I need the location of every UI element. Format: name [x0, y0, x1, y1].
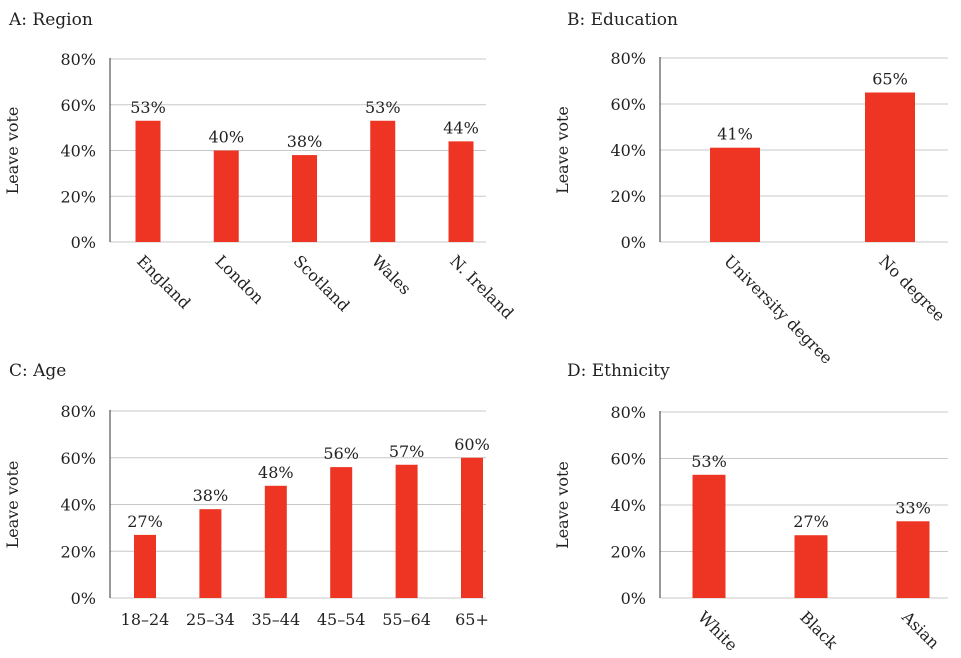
- bar-value-label: 41%: [717, 125, 753, 144]
- x-category-label: White: [694, 607, 741, 654]
- x-category-label: No degree: [875, 251, 949, 325]
- x-category-label: University degree: [720, 251, 836, 367]
- panel-title: A: Region: [8, 10, 93, 30]
- y-axis-title: Leave vote: [553, 461, 572, 549]
- y-tick-label: 20%: [60, 542, 96, 561]
- bar: [865, 92, 915, 242]
- bar: [292, 155, 317, 242]
- bar: [710, 147, 760, 242]
- bar: [134, 534, 156, 598]
- bar-value-label: 53%: [365, 98, 401, 117]
- y-axis-title: Leave vote: [553, 106, 572, 194]
- bar-value-label: 53%: [130, 98, 166, 117]
- bar-value-label: 57%: [389, 442, 425, 461]
- bar-value-label: 38%: [193, 486, 229, 505]
- x-category-label: 18–24: [121, 610, 170, 629]
- y-tick-label: 20%: [610, 187, 646, 206]
- bar: [264, 485, 287, 598]
- bar: [448, 141, 474, 242]
- bar-value-label: 33%: [895, 498, 931, 517]
- x-category-label: Black: [796, 607, 842, 653]
- bar: [461, 457, 483, 598]
- y-tick-label: 80%: [610, 49, 646, 68]
- y-tick-label: 80%: [60, 50, 96, 69]
- bar: [213, 150, 239, 242]
- y-tick-label: 40%: [610, 496, 646, 515]
- bar-value-label: 27%: [127, 512, 163, 531]
- bar: [135, 120, 161, 242]
- y-tick-label: 40%: [60, 496, 96, 515]
- x-category-label: 55–64: [382, 610, 431, 629]
- x-category-label: 45–54: [317, 610, 366, 629]
- bar-value-label: 60%: [454, 435, 490, 454]
- bar-value-label: 40%: [208, 128, 244, 147]
- y-tick-label: 40%: [610, 141, 646, 160]
- panel-age: C: Age 0% 20% 40% 60% 80% Leave vote 27% 18–24 38…: [3, 361, 490, 629]
- y-tick-label: 80%: [60, 402, 96, 421]
- bar-value-label: 48%: [258, 463, 294, 482]
- x-category-label: 25–34: [186, 610, 235, 629]
- y-tick-label: 0%: [621, 233, 646, 252]
- panel-region: A: Region 0% 20% 40% 60% 80% Leave vote 53% Engl…: [3, 10, 517, 323]
- x-category-label: Wales: [368, 251, 415, 298]
- panel-title: B: Education: [567, 10, 678, 30]
- panel-education: B: Education 0% 20% 40% 60% 80% Leave vote 41% U…: [553, 10, 949, 368]
- bar-value-label: 44%: [443, 118, 479, 137]
- panel-title: D: Ethnicity: [567, 361, 670, 381]
- bar: [692, 474, 726, 598]
- bar: [370, 120, 396, 242]
- y-tick-label: 40%: [60, 142, 96, 161]
- y-tick-label: 60%: [610, 95, 646, 114]
- bar: [794, 535, 828, 598]
- bar-value-label: 38%: [287, 132, 323, 151]
- panel-title: C: Age: [9, 361, 66, 381]
- y-axis-title: Leave vote: [3, 461, 22, 549]
- bar: [330, 467, 353, 598]
- y-tick-label: 0%: [71, 589, 96, 608]
- bar-value-label: 65%: [872, 70, 908, 89]
- y-tick-label: 60%: [60, 96, 96, 115]
- y-tick-label: 60%: [610, 450, 646, 469]
- bar: [395, 464, 418, 598]
- y-axis-title: Leave vote: [3, 107, 22, 195]
- y-tick-label: 0%: [71, 233, 96, 252]
- x-category-label: Asian: [897, 607, 943, 653]
- bar-value-label: 27%: [793, 512, 829, 531]
- bar-value-label: 53%: [691, 452, 727, 471]
- y-tick-label: 80%: [610, 403, 646, 422]
- bar-value-label: 56%: [323, 444, 359, 463]
- x-category-label: 65+: [455, 610, 489, 629]
- y-tick-label: 20%: [60, 187, 96, 206]
- panel-ethnicity: D: Ethnicity 0% 20% 40% 60% 80% Leave vote 53% W…: [553, 361, 948, 655]
- x-category-label: Scotland: [290, 251, 354, 315]
- x-category-label: 35–44: [251, 610, 300, 629]
- y-tick-label: 60%: [60, 449, 96, 468]
- x-category-label: London: [211, 251, 267, 307]
- bar: [896, 521, 930, 598]
- x-category-label: England: [133, 251, 194, 312]
- x-category-label: N. Ireland: [446, 251, 517, 322]
- y-tick-label: 20%: [610, 543, 646, 562]
- bar: [199, 509, 222, 598]
- y-tick-label: 0%: [621, 589, 646, 608]
